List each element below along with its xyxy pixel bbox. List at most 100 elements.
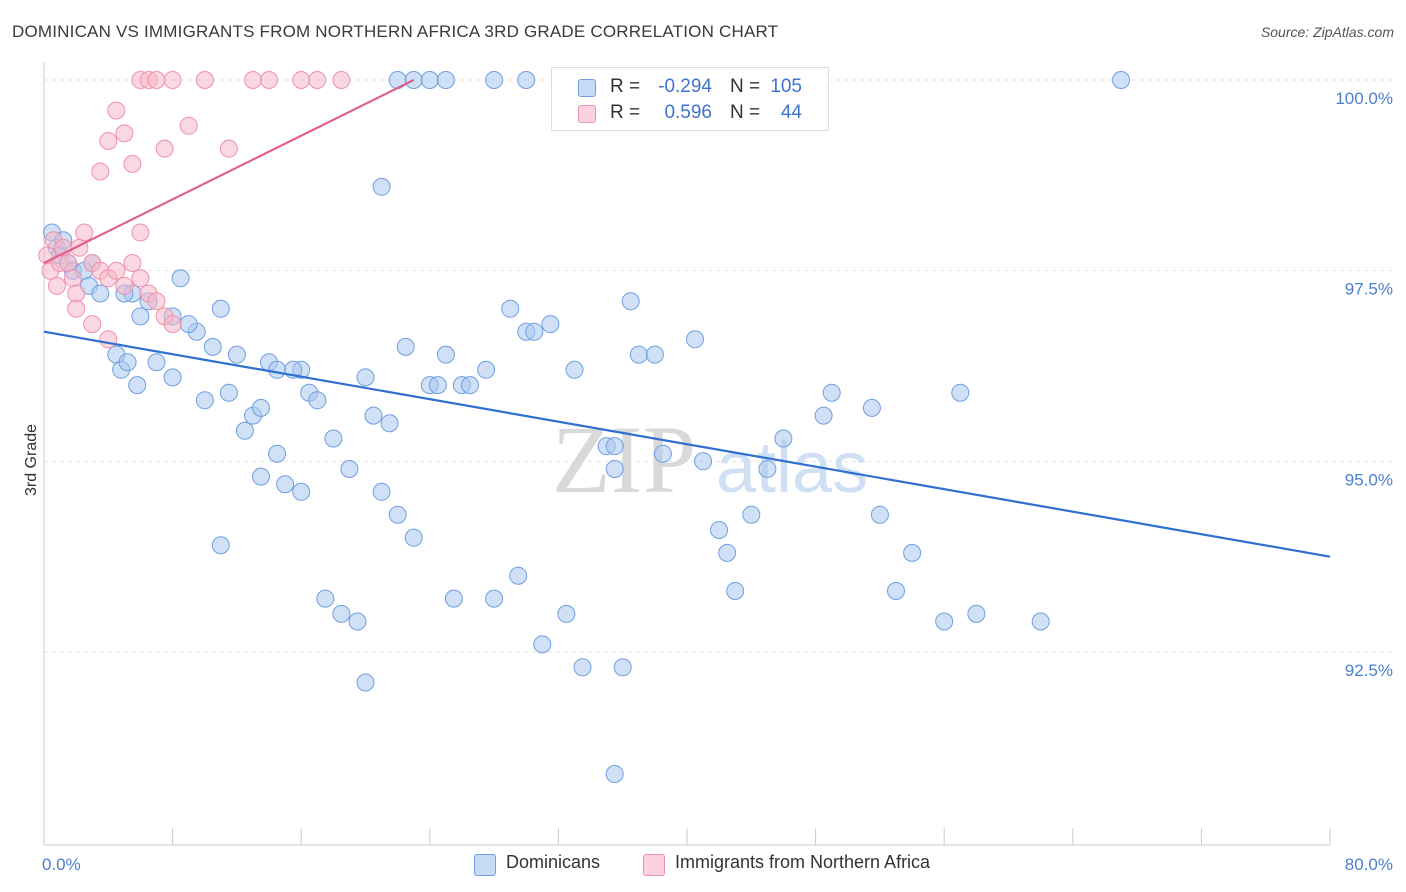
dominicans-point xyxy=(252,398,270,417)
legend-r-label: R = xyxy=(610,102,641,123)
immigrants-point xyxy=(115,124,134,143)
dominicans-point xyxy=(388,505,407,524)
y-tick-label: 100.0% xyxy=(1335,89,1393,108)
dominicans-point xyxy=(131,307,150,326)
immigrants-point xyxy=(67,299,86,318)
dominicans-point xyxy=(718,543,737,562)
dominicans-point xyxy=(436,345,455,364)
immigrants-point xyxy=(115,276,134,295)
dominicans-point xyxy=(211,536,230,555)
dominicans-point xyxy=(372,482,391,501)
correlation-legend: R = -0.294 N = 105 R = 0.596 N = 44 xyxy=(551,67,829,131)
legend-r-label: R = xyxy=(610,76,641,97)
immigrants-point xyxy=(63,269,82,288)
immigrants-point xyxy=(260,71,278,89)
dominicans-trend-line xyxy=(43,330,1331,558)
dominicans-point xyxy=(605,460,624,478)
immigrants-point xyxy=(147,71,166,89)
immigrants-point xyxy=(163,315,182,334)
dominicans-point xyxy=(219,383,238,402)
y-tick-labels: 92.5% 95.0% 97.5% 100.0% xyxy=(1335,89,1393,680)
dominicans-point xyxy=(444,589,463,608)
dominicans-point xyxy=(128,376,147,395)
dominicans-point xyxy=(887,582,905,600)
immigrants-point xyxy=(67,284,86,303)
legend-row-immigrants: R = 0.596 N = 44 xyxy=(552,101,828,127)
dominicans-point xyxy=(605,437,624,456)
dominicans-point xyxy=(653,444,672,463)
legend-label-dominicans: Dominicans xyxy=(506,852,601,872)
legend-swatch-immigrants xyxy=(643,854,665,876)
immigrants-point xyxy=(179,116,198,135)
dominicans-point xyxy=(477,360,496,379)
dominicans-point xyxy=(420,71,439,89)
dominicans-point xyxy=(268,444,287,463)
immigrants-point xyxy=(147,292,166,311)
y-tick-label: 92.5% xyxy=(1345,661,1393,680)
chart-title: DOMINICAN VS IMMIGRANTS FROM NORTHERN AF… xyxy=(12,22,779,41)
dominicans-point xyxy=(316,589,335,608)
dominicans-point xyxy=(645,345,664,364)
dominicans-point xyxy=(870,505,889,524)
dominicans-point xyxy=(509,566,528,585)
dominicans-point xyxy=(332,604,351,623)
dominicans-point xyxy=(428,376,447,395)
dominicans-point xyxy=(710,521,729,539)
dominicans-point xyxy=(292,482,311,501)
dominicans-point xyxy=(533,635,552,654)
dominicans-point xyxy=(308,391,327,410)
dominicans-point xyxy=(364,406,383,425)
immigrants-point xyxy=(219,139,238,158)
dominicans-point xyxy=(195,391,214,410)
dominicans-point xyxy=(372,177,391,196)
immigrants-point xyxy=(123,254,142,272)
dominicans-point xyxy=(621,292,640,311)
dominicans-point xyxy=(726,582,745,600)
dominicans-point xyxy=(822,383,841,402)
legend-swatch-dominicans xyxy=(474,854,496,876)
immigrants-point xyxy=(107,101,126,120)
immigrants-point xyxy=(123,154,142,173)
dominicans-point xyxy=(179,315,198,334)
dominicans-point xyxy=(967,604,986,623)
dominicans-point xyxy=(436,71,455,89)
axes xyxy=(43,62,1331,846)
dominicans-point xyxy=(525,322,544,341)
dominicans-point xyxy=(557,604,576,623)
immigrants-point xyxy=(163,71,182,89)
dominicans-point xyxy=(951,383,970,402)
dominicans-point xyxy=(501,299,520,318)
dominicans-point xyxy=(613,658,632,677)
legend-n-value: 44 xyxy=(780,102,802,123)
dominicans-point xyxy=(276,475,295,494)
dominicans-point xyxy=(348,612,367,631)
immigrants-point xyxy=(308,71,327,89)
dominicans-point xyxy=(686,330,704,349)
dominicans-points xyxy=(43,71,1130,783)
immigrants-point xyxy=(83,315,102,334)
dominicans-point xyxy=(629,345,648,364)
dominicans-point xyxy=(573,658,592,677)
immigrants-points xyxy=(38,71,351,349)
x-tick-label-min: 0.0% xyxy=(42,855,81,874)
dominicans-point xyxy=(252,467,270,486)
immigrants-point xyxy=(99,132,118,150)
dominicans-point xyxy=(485,71,504,89)
dominicans-point xyxy=(356,673,375,692)
immigrants-point xyxy=(131,269,150,288)
dominicans-point xyxy=(227,345,246,364)
dominicans-point xyxy=(1031,612,1050,631)
dominicans-point xyxy=(774,429,793,448)
dominicans-point xyxy=(565,360,584,379)
dominicans-point xyxy=(118,353,137,372)
dominicans-point xyxy=(461,376,479,395)
source-label: Source: ZipAtlas.com xyxy=(1260,24,1394,40)
legend-n-value: 105 xyxy=(770,76,802,97)
dominicans-point xyxy=(903,543,922,562)
immigrants-point xyxy=(244,71,262,89)
dominicans-point xyxy=(758,460,777,478)
dominicans-point xyxy=(541,315,560,334)
dominicans-point xyxy=(380,414,399,433)
dominicans-point xyxy=(203,337,222,356)
